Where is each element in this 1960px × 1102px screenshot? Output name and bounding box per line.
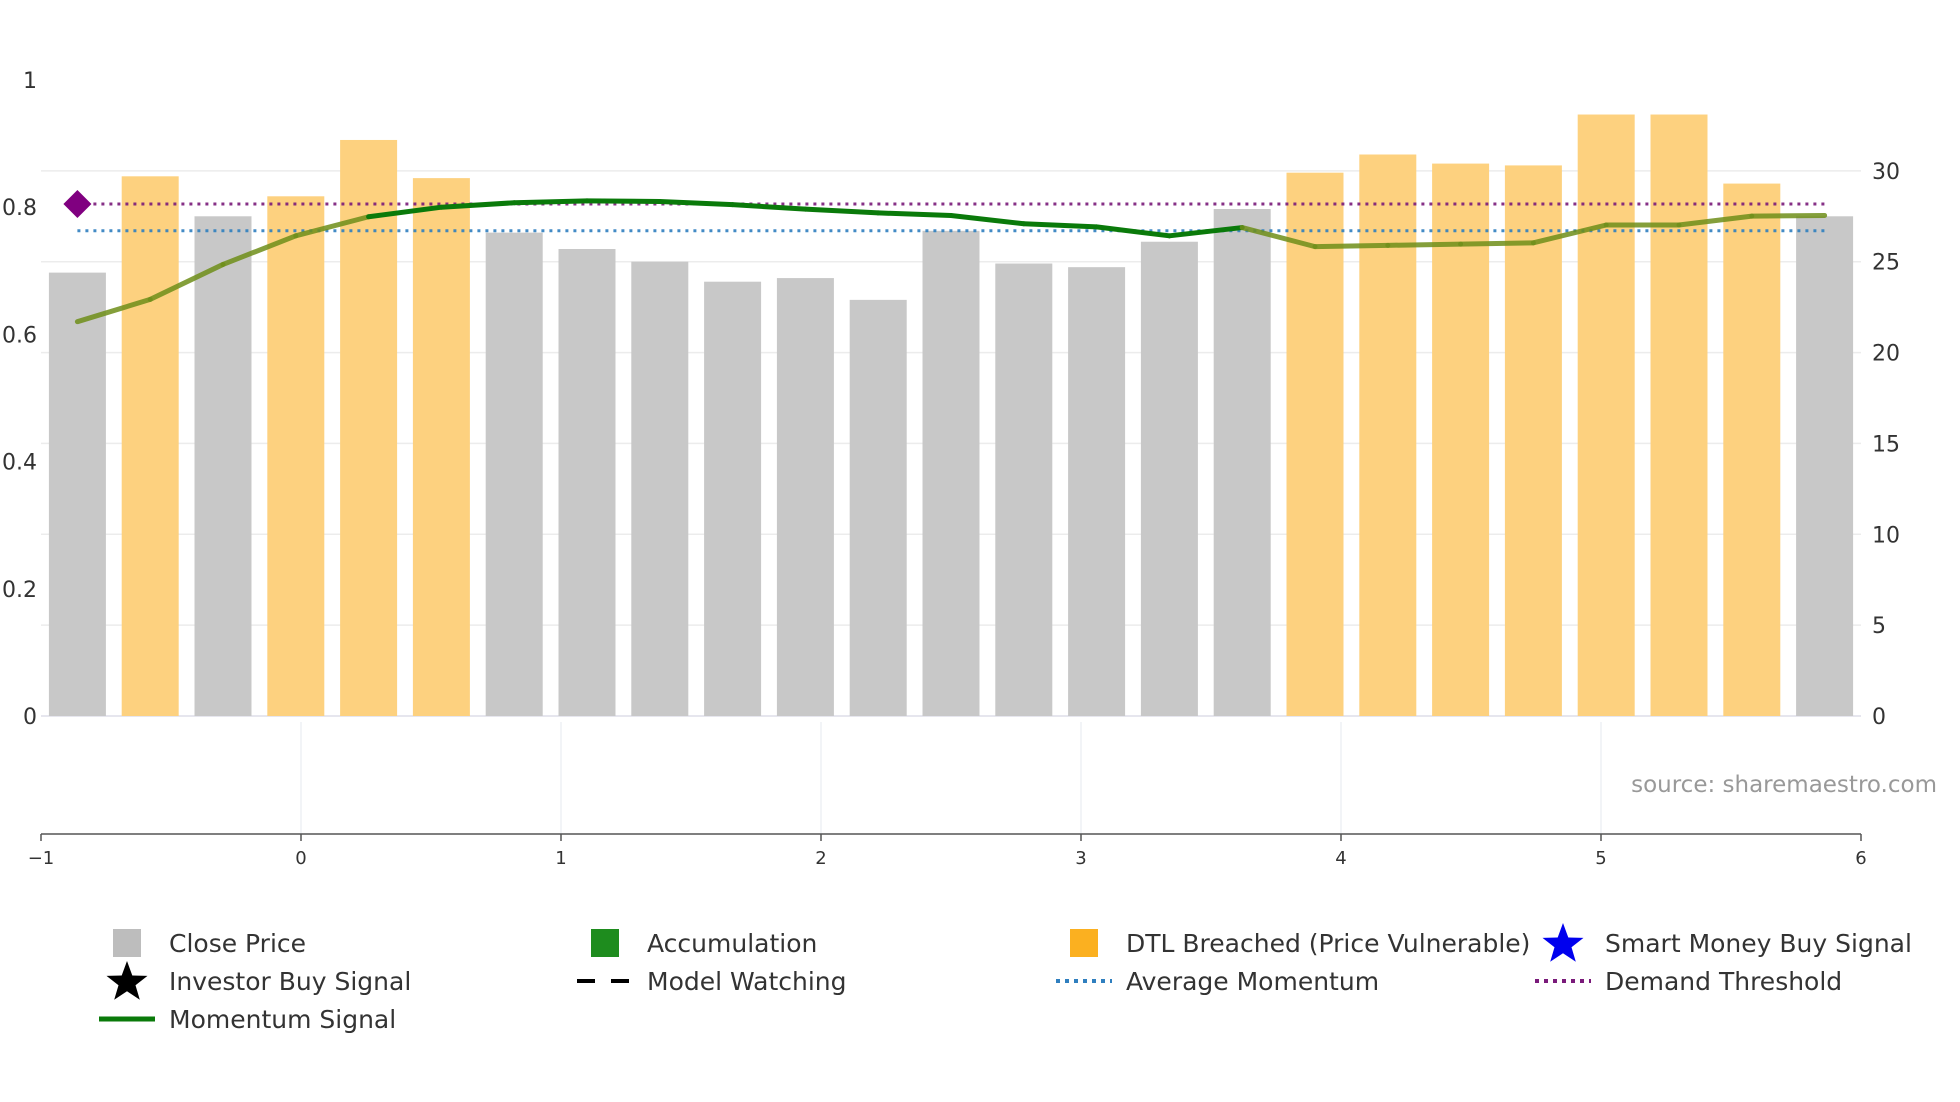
momentum-segment-16 — [1239, 225, 1318, 250]
momentum-segment-12 — [948, 212, 1027, 227]
momentum-segment-5 — [438, 200, 517, 210]
bar-9 — [704, 281, 762, 716]
x-tick-label-0: −1 — [28, 848, 55, 869]
momentum-segment-6 — [511, 198, 590, 206]
bar-2 — [194, 216, 252, 717]
source-label: source: sharemaestro.com — [1631, 772, 1937, 798]
x-tick-label-3: 2 — [815, 848, 826, 869]
bar-15 — [1140, 241, 1198, 716]
bar-23 — [1723, 183, 1781, 716]
y-right-tick-10: 10 — [1872, 523, 1900, 548]
momentum-segment-8 — [657, 198, 736, 208]
bar-16 — [1213, 209, 1271, 716]
y-left-tick-1: 1 — [23, 69, 37, 94]
x-tick-label-1: 0 — [295, 848, 306, 869]
bars — [48, 114, 1854, 717]
x-axis: −1 0 1 2 3 4 5 6 — [28, 833, 1867, 869]
x-tick-label-2: 1 — [555, 848, 566, 869]
bar-21 — [1577, 114, 1635, 717]
momentum-segment-20 — [1530, 222, 1609, 246]
y-left-tick-0.2: 0.2 — [2, 578, 37, 603]
momentum-segment-0 — [74, 296, 153, 325]
momentum-segment-22 — [1676, 213, 1755, 228]
momentum-segment-13 — [1021, 221, 1100, 230]
momentum-segment-15 — [1166, 225, 1245, 239]
bar-11 — [849, 299, 907, 716]
bar-6 — [485, 232, 543, 716]
bar-22 — [1650, 114, 1708, 717]
marker-layer — [63, 190, 92, 219]
x-tick-label-5: 4 — [1335, 848, 1346, 869]
momentum-segment-7 — [584, 198, 663, 204]
momentum-segment-9 — [730, 202, 808, 212]
bar-18 — [1359, 154, 1417, 716]
bar-13 — [995, 263, 1053, 716]
y-left-tick-0: 0 — [23, 705, 37, 730]
y-right-tick-25: 25 — [1872, 251, 1900, 276]
y-right-tick-30: 30 — [1872, 160, 1900, 185]
momentum-segment-10 — [802, 206, 881, 216]
bar-19 — [1432, 163, 1490, 717]
momentum-segment-23 — [1749, 212, 1828, 219]
y-right-tick-5: 5 — [1872, 614, 1886, 639]
x-tick-label-6: 5 — [1595, 848, 1606, 869]
bar-10 — [776, 278, 834, 716]
bar-12 — [922, 230, 980, 716]
y-right-tick-15: 15 — [1872, 432, 1900, 457]
x-tick-label-7: 6 — [1855, 848, 1866, 869]
bar-5 — [412, 178, 470, 716]
y-left-tick-0.8: 0.8 — [2, 196, 37, 221]
momentum-segment-17 — [1312, 242, 1391, 250]
bar-7 — [558, 248, 616, 716]
momentum-segment-2 — [220, 233, 299, 267]
momentum-segment-1 — [147, 261, 226, 302]
bar-8 — [631, 261, 689, 716]
reference-lines — [77, 202, 1825, 233]
y-left-tick-0.4: 0.4 — [2, 451, 37, 476]
bar-17 — [1286, 172, 1344, 716]
y-axis-left: 0 0.2 0.4 0.6 0.8 1 — [2, 69, 37, 730]
y-axis-right: 0 5 10 15 20 25 30 — [1872, 160, 1900, 730]
smart-money-marker — [63, 190, 92, 219]
bar-0 — [48, 272, 106, 716]
y-left-tick-0.6: 0.6 — [2, 323, 37, 348]
x-tick-label-4: 3 — [1075, 848, 1086, 869]
bar-3 — [267, 196, 325, 717]
bar-14 — [1068, 267, 1126, 716]
bar-1 — [121, 176, 179, 716]
y-right-tick-20: 20 — [1872, 342, 1900, 367]
y-right-tick-0: 0 — [1872, 705, 1886, 730]
momentum-segment-3 — [293, 214, 372, 239]
momentum-segment-19 — [1458, 240, 1536, 247]
momentum-line — [74, 198, 1828, 325]
momentum-segment-14 — [1094, 224, 1172, 239]
bar-4 — [340, 139, 398, 717]
momentum-segment-18 — [1385, 241, 1464, 248]
bar-20 — [1504, 165, 1562, 717]
bar-24 — [1796, 216, 1854, 717]
momentum-segment-4 — [366, 204, 444, 220]
momentum-segment-11 — [875, 210, 954, 218]
